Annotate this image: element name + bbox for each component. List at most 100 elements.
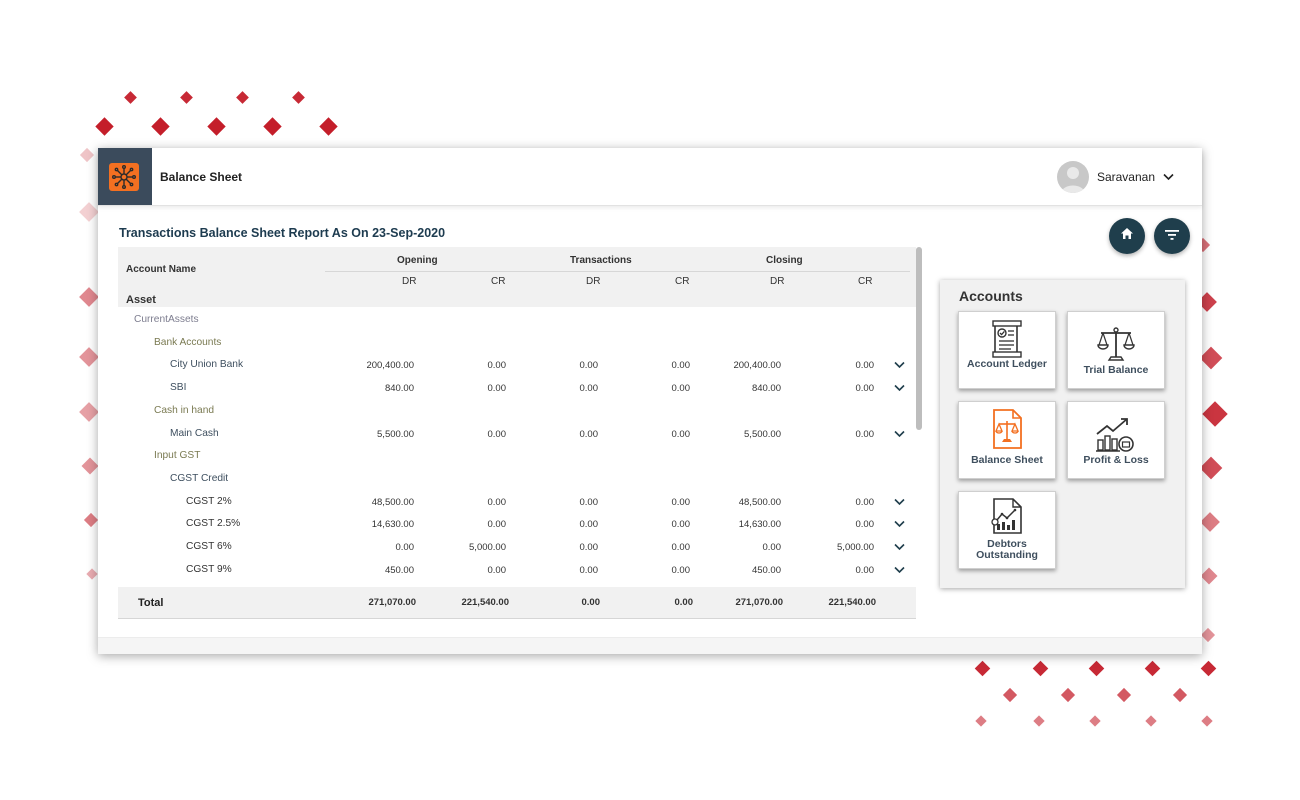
decorative-diamond: [1116, 687, 1132, 703]
account-name: Main Cash: [170, 427, 219, 439]
decorative-diamond: [1200, 567, 1218, 585]
expand-chevron-icon[interactable]: [894, 361, 905, 371]
decorative-diamond: [79, 287, 99, 307]
user-menu[interactable]: Saravanan: [1056, 160, 1174, 194]
cell-opening-cr: 0.00: [487, 564, 507, 576]
tile-trial-balance[interactable]: Trial Balance: [1067, 311, 1165, 389]
account-name: City Union Bank: [170, 359, 244, 371]
table-row: Main Cash 5,500.00 0.00 0.00 0.00 5,500.00 0.0…: [118, 423, 916, 445]
subheader-transactions-dr: DR: [586, 276, 601, 287]
tile-label: Account Ledger: [967, 358, 1047, 370]
decorative-diamond: [974, 660, 991, 677]
cell-transactions-cr: 0.00: [671, 428, 691, 440]
cell-closing-cr: 0.00: [855, 428, 875, 440]
tile-label: Trial Balance: [1083, 364, 1149, 376]
cell-transactions-dr: 0.00: [579, 428, 599, 440]
table-header: Account Name Opening Transactions Closin…: [118, 247, 916, 307]
cell-transactions-dr: 0.00: [579, 496, 599, 508]
cell-closing-dr: 14,630.00: [738, 519, 781, 531]
subheader-opening-dr: DR: [402, 276, 417, 287]
subheader-closing-dr: DR: [770, 276, 785, 287]
cell-transactions-cr: 0.00: [671, 496, 691, 508]
filter-button[interactable]: [1154, 218, 1190, 254]
filter-icon: [1165, 227, 1179, 245]
total-transactions-cr: 0.00: [674, 597, 694, 608]
decorative-diamond: [81, 457, 99, 475]
cell-opening-cr: 0.00: [487, 360, 507, 372]
subheader-transactions-cr: CR: [675, 276, 690, 287]
home-icon: [1120, 227, 1134, 245]
decorative-diamond: [124, 91, 137, 104]
accounts-panel: Accounts Account Ledger: [940, 280, 1185, 588]
cell-transactions-dr: 0.00: [579, 519, 599, 531]
total-label: Total: [138, 597, 164, 609]
tile-debtors-outstanding[interactable]: Debtors Outstanding: [958, 491, 1056, 569]
total-opening-dr: 271,070.00: [368, 597, 416, 608]
cell-closing-cr: 0.00: [855, 383, 875, 395]
cell-opening-cr: 5,000.00: [469, 542, 506, 553]
avatar: [1056, 161, 1089, 193]
cell-closing-dr: 48,500.00: [738, 496, 781, 508]
tile-account-ledger[interactable]: Account Ledger: [958, 311, 1056, 389]
decorative-diamond: [1060, 687, 1076, 703]
decorative-diamond: [207, 117, 226, 136]
cell-opening-cr: 0.00: [487, 383, 507, 395]
decorative-diamond: [79, 202, 99, 222]
cell-closing-dr: 200,400.00: [733, 360, 781, 372]
decorative-diamond: [319, 117, 338, 136]
table-scrollbar[interactable]: [916, 247, 922, 430]
decorative-diamond: [1088, 660, 1105, 677]
expand-chevron-icon[interactable]: [894, 498, 905, 508]
footer-strip: [98, 637, 1202, 654]
decorative-diamond: [1032, 660, 1049, 677]
column-account-name: Account Name: [126, 264, 197, 275]
cell-closing-cr: 5,000.00: [837, 542, 874, 553]
tile-label: Debtors Outstanding: [976, 538, 1038, 561]
cell-opening-dr: 450.00: [384, 564, 414, 576]
cell-transactions-cr: 0.00: [671, 360, 691, 372]
cell-closing-dr: 450.00: [751, 564, 781, 576]
decorative-diamond: [1172, 687, 1188, 703]
expand-chevron-icon[interactable]: [894, 520, 905, 530]
decorative-diamond: [1144, 660, 1161, 677]
header-divider: [325, 271, 910, 272]
home-button[interactable]: [1109, 218, 1145, 254]
cell-transactions-dr: 0.00: [579, 360, 599, 372]
group-row: Bank Accounts: [118, 332, 916, 354]
expand-chevron-icon[interactable]: [894, 384, 905, 394]
app-logo[interactable]: [98, 148, 152, 205]
cell-closing-dr: 0.00: [762, 542, 782, 553]
decorative-diamond: [180, 91, 193, 104]
cell-closing-cr: 0.00: [855, 519, 875, 531]
cell-opening-dr: 14,630.00: [371, 519, 414, 531]
account-name: CGST 6%: [186, 541, 232, 552]
expand-chevron-icon[interactable]: [894, 430, 905, 440]
cell-opening-cr: 0.00: [487, 519, 507, 531]
decorative-diamond: [79, 147, 95, 163]
decorative-diamond: [1201, 715, 1213, 727]
expand-chevron-icon[interactable]: [894, 566, 905, 576]
balance-sheet-table: Account Name Opening Transactions Closin…: [118, 247, 924, 621]
chevron-down-icon: [1163, 168, 1174, 186]
total-transactions-dr: 0.00: [581, 597, 601, 608]
account-name: CGST 2.5%: [186, 518, 241, 530]
subheader-opening-cr: CR: [491, 276, 506, 287]
app-window: Balance Sheet Saravanan Transactions Bal…: [98, 148, 1202, 654]
app-header: Balance Sheet Saravanan: [98, 148, 1202, 206]
group-row: CGST Credit: [118, 468, 916, 490]
tile-profit-loss[interactable]: Profit & Loss: [1067, 401, 1165, 479]
account-name: Bank Accounts: [154, 336, 222, 348]
cell-opening-dr: 200,400.00: [366, 360, 414, 372]
total-closing-cr: 221,540.00: [828, 597, 876, 608]
tile-balance-sheet[interactable]: Balance Sheet: [958, 401, 1056, 479]
cell-transactions-dr: 0.00: [579, 564, 599, 576]
accounts-title: Accounts: [959, 288, 1023, 304]
cell-transactions-cr: 0.00: [671, 519, 691, 531]
group-closing: Closing: [766, 255, 803, 266]
expand-chevron-icon[interactable]: [894, 543, 905, 553]
cell-closing-dr: 5,500.00: [744, 428, 781, 440]
decorative-diamond: [1033, 715, 1045, 727]
table-row: CGST 2.5% 14,630.00 0.00 0.00 0.00 14,630.00 0…: [118, 513, 916, 535]
decorative-diamond: [1200, 660, 1217, 677]
cell-transactions-cr: 0.00: [671, 542, 691, 553]
